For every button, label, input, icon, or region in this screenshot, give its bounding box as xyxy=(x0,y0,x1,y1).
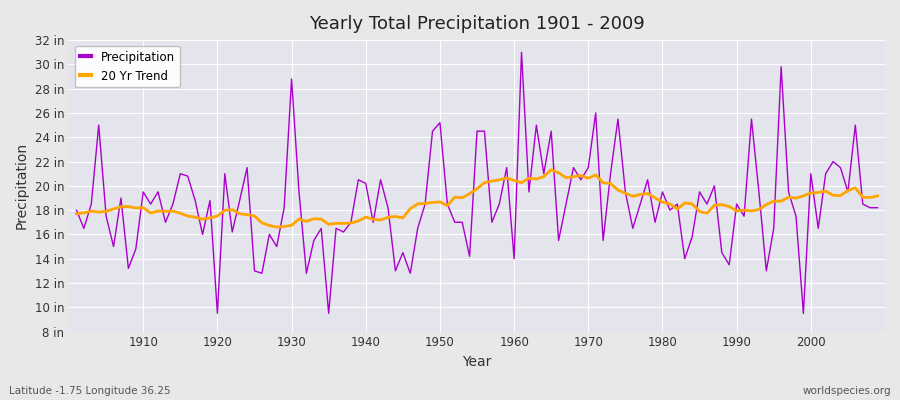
Title: Yearly Total Precipitation 1901 - 2009: Yearly Total Precipitation 1901 - 2009 xyxy=(309,15,645,33)
Text: Latitude -1.75 Longitude 36.25: Latitude -1.75 Longitude 36.25 xyxy=(9,386,171,396)
X-axis label: Year: Year xyxy=(463,355,491,369)
Precipitation xyxy=(130,246,141,251)
Precipitation xyxy=(516,50,526,55)
20 Yr Trend xyxy=(508,178,519,183)
Precipitation xyxy=(71,208,82,212)
20 Yr Trend xyxy=(613,188,624,192)
Precipitation xyxy=(508,256,519,261)
Text: worldspecies.org: worldspecies.org xyxy=(803,386,891,396)
Line: 20 Yr Trend: 20 Yr Trend xyxy=(76,170,878,227)
Line: Precipitation: Precipitation xyxy=(76,52,878,313)
20 Yr Trend xyxy=(872,194,883,198)
Precipitation xyxy=(212,311,223,316)
Legend: Precipitation, 20 Yr Trend: Precipitation, 20 Yr Trend xyxy=(75,46,180,87)
Precipitation xyxy=(346,220,356,225)
20 Yr Trend xyxy=(516,180,526,185)
20 Yr Trend xyxy=(545,167,556,172)
20 Yr Trend xyxy=(271,225,282,230)
Precipitation xyxy=(613,117,624,122)
Precipitation xyxy=(524,190,535,194)
20 Yr Trend xyxy=(346,221,356,226)
Y-axis label: Precipitation: Precipitation xyxy=(15,142,29,230)
20 Yr Trend xyxy=(130,206,141,210)
20 Yr Trend xyxy=(71,211,82,216)
20 Yr Trend xyxy=(301,219,311,224)
Precipitation xyxy=(301,271,311,276)
Precipitation xyxy=(872,205,883,210)
